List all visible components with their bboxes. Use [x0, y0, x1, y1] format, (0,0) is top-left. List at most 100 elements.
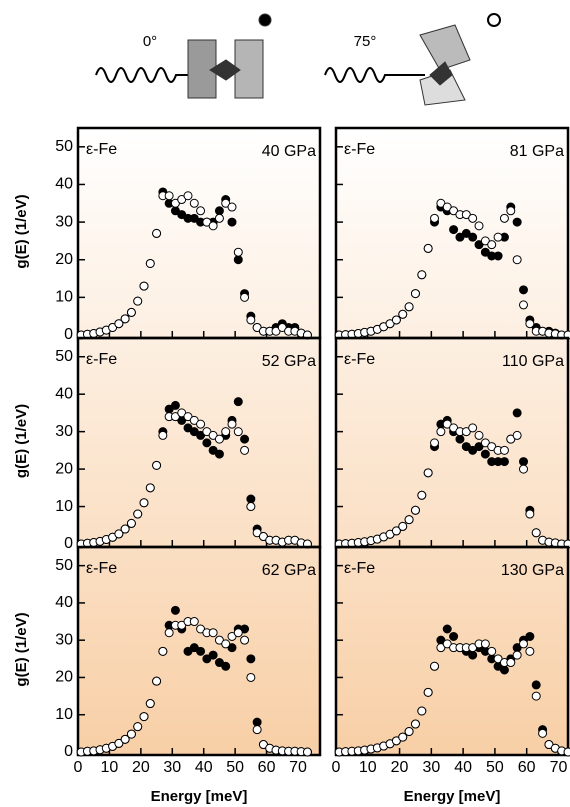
data-point	[499, 445, 509, 455]
data-point	[139, 281, 149, 291]
data-point	[221, 427, 231, 437]
data-point	[563, 747, 570, 757]
data-point	[468, 232, 478, 242]
x-tick-label: 20	[132, 759, 150, 776]
material-label: ε-Fe	[86, 141, 117, 158]
data-point	[436, 427, 446, 437]
data-point	[398, 309, 408, 319]
data-point	[474, 430, 484, 440]
data-point	[512, 650, 522, 660]
x-tick-label: 60	[518, 759, 536, 776]
data-point	[196, 646, 206, 656]
y-tick-label: 40	[55, 594, 73, 611]
x-tick-label: 10	[359, 759, 377, 776]
data-point	[531, 691, 541, 701]
data-point	[240, 292, 250, 302]
detector	[487, 13, 501, 27]
data-point	[145, 258, 155, 268]
data-point	[227, 419, 237, 429]
data-point	[246, 315, 256, 325]
y-tick-label: 40	[55, 385, 73, 402]
y-tick-label: 30	[55, 423, 73, 440]
data-point	[189, 617, 199, 627]
data-point	[164, 191, 174, 201]
data-point	[202, 438, 212, 448]
x-tick-label: 0	[332, 759, 341, 776]
data-point	[417, 270, 427, 280]
x-tick-label: 60	[258, 759, 276, 776]
anvil	[419, 24, 471, 71]
x-tick-label: 50	[226, 759, 244, 776]
panel-frame	[76, 545, 322, 757]
x-axis-label: Energy [meV]	[151, 788, 248, 805]
data-point	[404, 302, 414, 312]
data-point	[493, 251, 503, 261]
data-point	[430, 213, 440, 223]
material-label: ε-Fe	[86, 351, 117, 368]
data-point	[417, 706, 427, 716]
angle-label: 75°	[354, 33, 377, 50]
data-point	[233, 247, 243, 257]
data-point	[233, 628, 243, 638]
data-point	[145, 483, 155, 493]
data-point	[170, 400, 180, 410]
data-point	[221, 639, 231, 649]
data-point	[430, 438, 440, 448]
wave	[95, 67, 201, 83]
data-point	[455, 434, 465, 444]
material-label: ε-Fe	[344, 141, 375, 158]
x-tick-label: 40	[195, 759, 213, 776]
data-point	[183, 191, 193, 201]
data-point	[214, 213, 224, 223]
data-point	[423, 243, 433, 253]
data-point	[512, 408, 522, 418]
data-point	[410, 289, 420, 299]
data-point	[126, 729, 136, 739]
data-point	[246, 494, 256, 504]
geometry-diagram	[95, 67, 425, 83]
data-point	[139, 712, 149, 722]
data-point	[499, 213, 509, 223]
data-point	[214, 449, 224, 459]
x-tick-label: 50	[486, 759, 504, 776]
data-point	[252, 725, 262, 735]
data-point	[410, 719, 420, 729]
data-point	[158, 646, 168, 656]
data-point	[152, 460, 162, 470]
x-tick-label: 70	[550, 759, 568, 776]
data-point	[391, 315, 401, 325]
data-point	[208, 650, 218, 660]
data-point	[468, 213, 478, 223]
data-point	[423, 468, 433, 478]
data-point	[158, 430, 168, 440]
data-point	[208, 221, 218, 231]
data-point	[252, 717, 262, 727]
data-point	[227, 217, 237, 227]
data-point	[302, 747, 312, 757]
pressure-label: 62 GPa	[262, 562, 316, 579]
data-point	[240, 445, 250, 455]
data-point	[391, 526, 401, 536]
data-point	[233, 427, 243, 437]
data-point	[506, 658, 516, 668]
data-point	[133, 509, 143, 519]
data-point	[525, 631, 535, 641]
data-point	[170, 605, 180, 615]
data-point	[493, 232, 503, 242]
data-point	[233, 397, 243, 407]
data-point	[221, 661, 231, 671]
sample	[429, 61, 453, 86]
data-point	[499, 665, 509, 675]
data-point	[499, 457, 509, 467]
data-point	[512, 217, 522, 227]
y-tick-label: 20	[55, 251, 73, 268]
data-point	[114, 529, 124, 539]
y-tick-label: 50	[55, 557, 73, 574]
y-tick-label: 40	[55, 176, 73, 193]
y-tick-label: 0	[64, 535, 73, 552]
data-point	[120, 524, 130, 534]
data-point	[449, 225, 459, 235]
x-tick-label: 10	[101, 759, 119, 776]
data-point	[519, 285, 529, 295]
